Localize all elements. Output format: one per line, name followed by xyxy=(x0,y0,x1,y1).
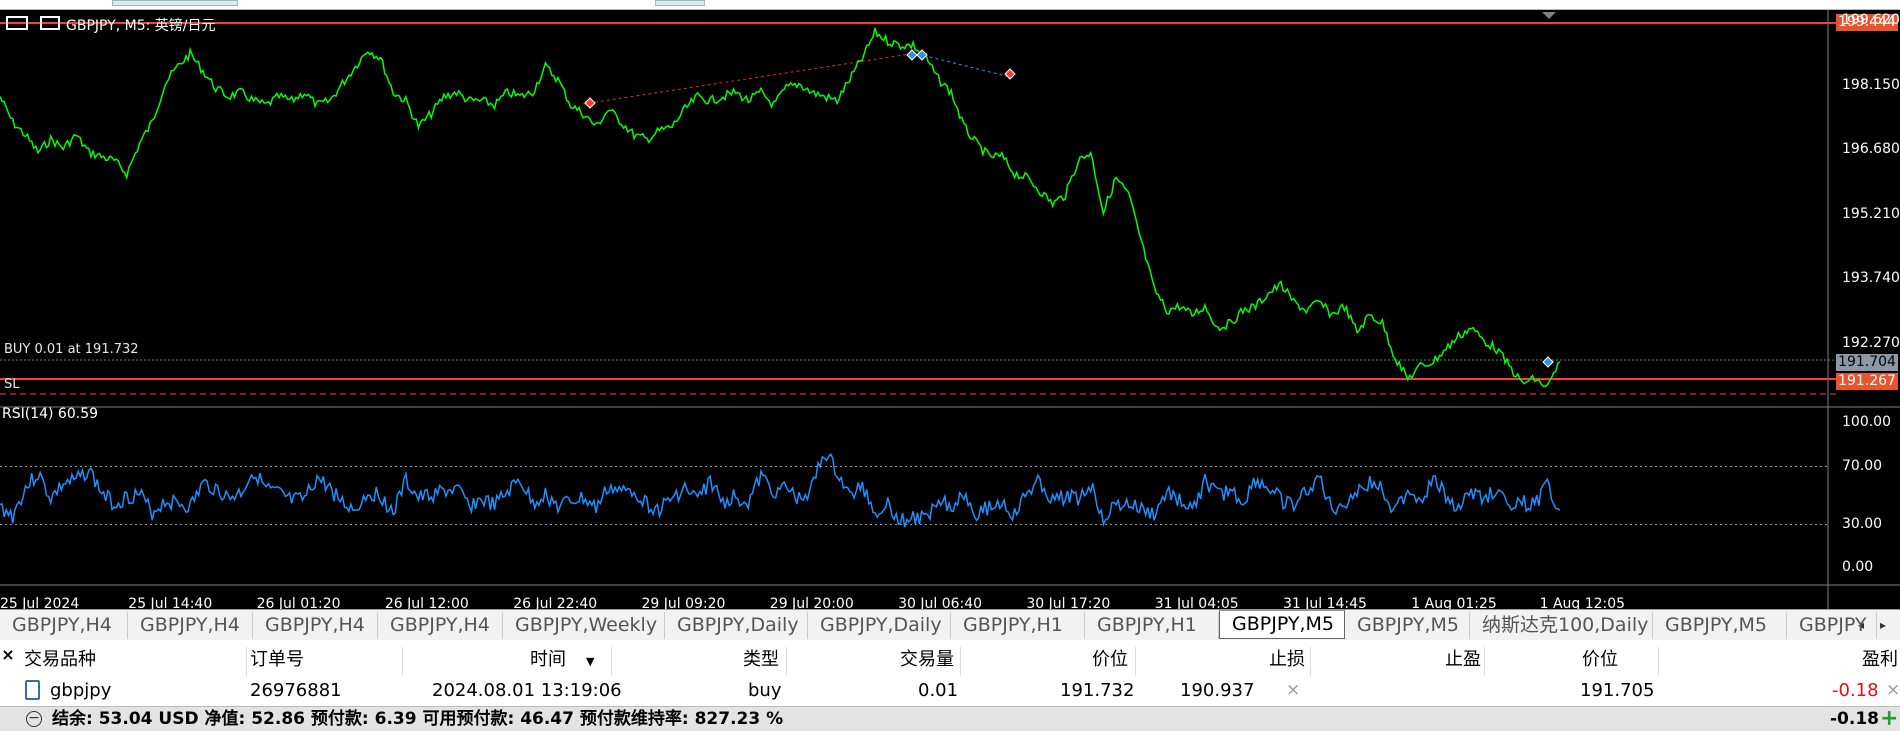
tab-chart-4[interactable]: GBPJPY,H4 xyxy=(378,612,503,639)
rsi-indicator-label: RSI(14) 60.59 xyxy=(2,406,99,422)
tab-chart-6[interactable]: GBPJPY,Daily xyxy=(665,612,808,639)
tab-scroll-left-icon[interactable]: ◂ xyxy=(1858,618,1865,632)
trade-link-line xyxy=(582,53,911,105)
trade-marker-sell xyxy=(1004,68,1016,80)
row-profit: -0.18 xyxy=(1832,680,1879,701)
chart-symbol-title: GBPJPY, M5: 英镑/日元 xyxy=(66,18,216,34)
col-header-tp[interactable]: 止盈 xyxy=(1445,649,1481,670)
time-tick-label: 31 Jul 14:45 xyxy=(1283,596,1367,612)
top-toolbar-strip xyxy=(0,0,1900,10)
rsi-tick-label: 0.00 xyxy=(1842,559,1874,575)
tab-chart-11[interactable]: GBPJPY,M5 xyxy=(1345,612,1470,639)
chart-properties-icon[interactable] xyxy=(40,16,60,30)
col-header-sl[interactable]: 止损 xyxy=(1269,649,1305,670)
price-tick-label: 198.150 xyxy=(1842,76,1900,93)
row-symbol: gbpjpy xyxy=(50,680,112,701)
price-series xyxy=(0,27,1561,388)
rsi-tick-label: 30.00 xyxy=(1842,515,1883,532)
toolbar-field[interactable] xyxy=(112,0,238,6)
table-row[interactable] xyxy=(0,676,1900,705)
row-price: 191.732 xyxy=(1060,680,1135,701)
chart-list-icon[interactable] xyxy=(6,16,28,30)
col-header-type[interactable]: 类型 xyxy=(743,649,779,670)
col-header-profit[interactable]: 盈利 xyxy=(1862,649,1898,670)
price-chart-svg[interactable] xyxy=(0,10,1900,609)
col-header-price[interactable]: 价位 xyxy=(1092,649,1128,670)
chart-shift-marker xyxy=(1542,12,1556,19)
close-position-icon[interactable]: × xyxy=(1886,680,1900,700)
trade-markers xyxy=(584,49,1554,368)
time-tick-label: 26 Jul 22:40 xyxy=(513,596,598,612)
tab-chart-9[interactable]: GBPJPY,H1 xyxy=(1085,612,1219,639)
row-time: 2024.08.01 13:19:06 xyxy=(432,680,622,701)
price-tick-label: 192.270 xyxy=(1842,334,1900,351)
trade-marker-buy xyxy=(1542,356,1554,368)
time-tick-label: 26 Jul 01:20 xyxy=(256,596,341,612)
position-doc-icon xyxy=(25,680,40,700)
trade-marker-buy xyxy=(916,49,928,61)
row-type: buy xyxy=(748,680,782,701)
rsi-line xyxy=(0,452,1561,528)
sl-price-badge: 191.267 xyxy=(1836,373,1898,390)
tab-chart-5[interactable]: GBPJPY,Weekly xyxy=(503,612,665,639)
time-tick-label: 25 Jul 2024 xyxy=(0,596,80,612)
order-line-label: BUY 0.01 at 191.732 xyxy=(4,342,139,357)
tab-chart-3[interactable]: GBPJPY,H4 xyxy=(253,612,378,639)
time-tick-label: 26 Jul 12:00 xyxy=(384,596,469,612)
tab-chart-14[interactable]: GBPJPY xyxy=(1787,612,1877,639)
col-header-time[interactable]: 时间 xyxy=(530,649,566,670)
tab-chart-8[interactable]: GBPJPY,H1 xyxy=(951,612,1085,639)
rsi-series xyxy=(0,452,1828,528)
rsi-tick-label: 70.00 xyxy=(1842,457,1883,474)
time-tick-label: 25 Jul 14:40 xyxy=(128,596,213,612)
col-header-symbol[interactable]: 交易品种 xyxy=(24,649,96,670)
time-tick-label: 30 Jul 17:20 xyxy=(1026,596,1111,612)
sort-down-icon[interactable]: ▼ xyxy=(586,655,595,668)
time-tick-label: 29 Jul 20:00 xyxy=(769,596,854,612)
time-tick-label: 1 Aug 01:25 xyxy=(1411,596,1497,612)
price-tick-label: 196.680 xyxy=(1842,141,1900,157)
tab-chart-1[interactable]: GBPJPY,H4 xyxy=(0,612,128,639)
col-header-order[interactable]: 订单号 xyxy=(250,649,304,670)
tab-chart-10[interactable]: GBPJPY,M5 xyxy=(1219,610,1345,639)
trade-marker-buy xyxy=(906,49,918,61)
time-tick-label: 29 Jul 09:20 xyxy=(641,596,726,612)
summary-profit: -0.18 xyxy=(1830,709,1879,729)
row-sl[interactable]: 190.937 xyxy=(1180,680,1255,701)
close-terminal-icon[interactable]: × xyxy=(1,645,15,664)
price-tick-label: 193.740 xyxy=(1842,270,1900,286)
clear-sl-icon[interactable]: × xyxy=(1286,680,1301,700)
time-tick-label: 31 Jul 04:05 xyxy=(1154,596,1239,612)
tab-scroll-right-icon[interactable]: ▸ xyxy=(1880,618,1887,632)
bid-price-badge: 191.704 xyxy=(1836,354,1898,371)
collapse-icon[interactable]: − xyxy=(26,711,42,727)
tab-chart-12[interactable]: 纳斯达克100,Daily xyxy=(1470,612,1653,639)
price-line xyxy=(0,27,1561,388)
rsi-tick-label: 100.00 xyxy=(1842,414,1891,430)
tab-chart-13[interactable]: GBPJPY,M5 xyxy=(1653,612,1787,639)
add-icon[interactable]: + xyxy=(1880,706,1899,731)
time-tick-label: 1 Aug 12:05 xyxy=(1539,596,1626,612)
col-header-current-price[interactable]: 价位 xyxy=(1582,649,1618,670)
toolbar-field[interactable] xyxy=(655,0,705,6)
sl-line-label: SL xyxy=(4,377,20,392)
trade-link-line xyxy=(917,53,1011,78)
time-tick-label: 30 Jul 06:40 xyxy=(898,596,983,612)
account-summary-text: 结余: 53.04 USD 净值: 52.86 预付款: 6.39 可用预付款:… xyxy=(52,709,784,729)
price-tick-label: 195.210 xyxy=(1842,205,1900,222)
tab-chart-7[interactable]: GBPJPY,Daily xyxy=(808,612,951,639)
chart-area[interactable]: GBPJPY, M5: 英镑/日元 BUY 0.01 at 191.732 SL… xyxy=(0,10,1900,612)
row-order: 26976881 xyxy=(250,680,342,701)
row-volume: 0.01 xyxy=(918,680,959,701)
trade-marker-sell xyxy=(584,97,596,109)
col-header-volume[interactable]: 交易量 xyxy=(900,649,954,670)
tab-chart-2[interactable]: GBPJPY,H4 xyxy=(128,612,253,639)
account-summary-bar xyxy=(0,706,1900,731)
top-price-badge: 199.444 xyxy=(1836,14,1898,31)
price-tick-label: 199.620 xyxy=(1842,12,1900,28)
row-current-price: 191.705 xyxy=(1580,680,1655,701)
